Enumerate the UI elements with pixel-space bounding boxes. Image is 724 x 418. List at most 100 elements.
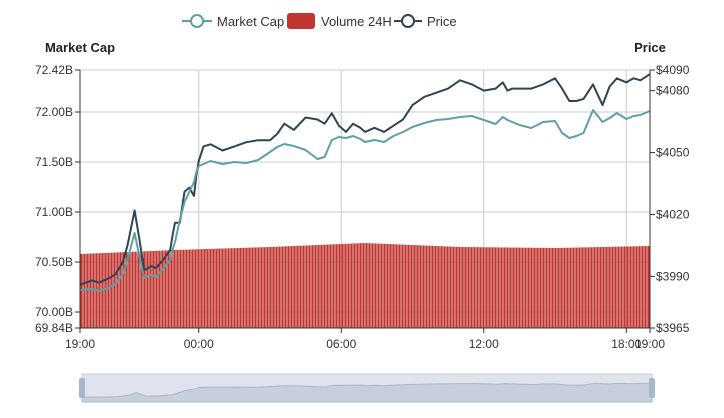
volume-bar [641,246,644,328]
volume-bar [377,243,380,328]
volume-bar [251,247,254,328]
volume-bar [161,250,164,328]
volume-bar [425,245,428,328]
left-tick-label: 70.00B [35,305,73,319]
volume-bar [482,247,485,328]
volume-bar [509,247,512,328]
volume-bar [254,247,257,328]
legend-item-market-cap[interactable]: Market Cap [182,14,284,29]
volume-bar [224,248,227,328]
volume-bar [539,247,542,328]
volume-bar [122,252,125,328]
volume-bar [320,244,323,328]
left-tick-label: 69.84B [35,321,73,335]
volume-bar [386,243,389,328]
volume-bar [638,246,641,328]
volume-bar [197,249,200,328]
volume-bar [131,251,134,328]
legend-item-price[interactable]: Price [394,14,457,29]
volume-bar [119,252,122,328]
volume-bar [200,249,203,328]
volume-bar [233,248,236,328]
volume-bar [434,245,437,328]
volume-bar [338,244,341,328]
volume-bar [362,243,365,328]
volume-bar [182,249,185,328]
volume-bar [587,247,590,328]
volume-bar [401,244,404,328]
volume-bar [464,247,467,328]
volume-bar [461,247,464,328]
volume-bar [416,245,419,328]
volume-bar [593,247,596,328]
volume-bar [536,247,539,328]
volume-bar [185,249,188,328]
legend-item-volume[interactable]: Volume 24H [287,13,392,29]
volume-bar [632,246,635,328]
volume-bar [506,247,509,328]
volume-bar [350,243,353,328]
volume-bar [278,246,281,328]
volume-bar [128,251,131,328]
volume-bar [530,247,533,328]
volume-bar [209,248,212,328]
volume-bar [383,243,386,328]
volume-bar [413,245,416,328]
slider-handle-left[interactable] [79,378,85,398]
left-axis-ticks: 69.84B 70.00B 70.50B 71.00B 71.50B 72.00B 72.4… [35,63,80,335]
volume-bar [167,250,170,328]
volume-bar [323,244,326,328]
volume-bar [617,246,620,328]
x-tick-label: 00:00 [184,337,214,351]
volume-bar [227,248,230,328]
volume-bar [584,247,587,328]
volume-bar [437,246,440,328]
volume-bar [146,251,149,328]
volume-bar [257,247,260,328]
volume-bar [365,243,368,328]
slider-handle-right[interactable] [649,378,655,398]
x-tick-label: 12:00 [469,337,499,351]
volume-bar [113,252,116,328]
volume-bar [380,243,383,328]
volume-bar [143,251,146,328]
volume-bar [371,243,374,328]
legend-volume-label: Volume 24H [321,14,392,29]
volume-bar [170,250,173,328]
left-tick-label: 70.50B [35,255,73,269]
volume-bar [635,246,638,328]
volume-bar [581,247,584,328]
data-zoom-slider[interactable] [79,373,655,403]
right-tick-label: $4090 [656,63,690,77]
volume-bar [179,249,182,328]
right-tick-label: $4080 [656,84,690,98]
volume-bar [542,247,545,328]
volume-bar [281,246,284,328]
volume-bar [572,247,575,328]
legend-market-cap-label: Market Cap [217,14,284,29]
volume-bar [140,251,143,328]
volume-bar [563,247,566,328]
slider-preview-area [81,382,653,403]
volume-bar [284,246,287,328]
volume-bar [518,247,521,328]
price-line [79,73,651,286]
right-tick-label: $4050 [656,146,690,160]
legend[interactable]: Market Cap Volume 24H Price [182,13,457,29]
volume-bar [305,245,308,328]
right-axis-ticks: $3965 $3990 $4020 $4050 $4080 $4090 [650,63,690,335]
volume-bar [575,247,578,328]
volume-bar [395,244,398,328]
volume-bar [203,249,206,328]
volume-bar [548,247,551,328]
volume-bar [329,244,332,328]
legend-price-label: Price [427,14,457,29]
volume-bar [644,246,647,328]
volume-bar [110,252,113,328]
right-axis-title: Price [634,40,666,55]
volume-bar [188,249,191,328]
volume-bar [515,247,518,328]
volume-bar [290,246,293,328]
volume-bar [218,248,221,328]
